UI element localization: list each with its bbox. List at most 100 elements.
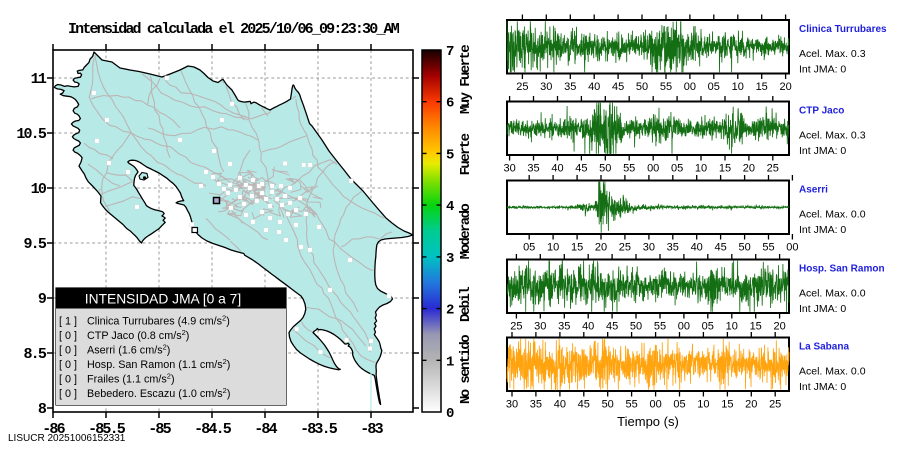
svg-text:20: 20 — [745, 399, 757, 411]
svg-text:15: 15 — [721, 399, 733, 411]
svg-text:-84: -84 — [254, 421, 277, 438]
svg-text:INTENSIDAD JMA [0 a 7]: INTENSIDAD JMA [0 a 7] — [85, 292, 241, 307]
svg-text:20: 20 — [779, 81, 791, 93]
svg-text:4: 4 — [446, 199, 454, 215]
svg-text:Int JMA: 0: Int JMA: 0 — [799, 224, 846, 236]
svg-text:10.5: 10.5 — [16, 126, 47, 143]
svg-text:7: 7 — [446, 44, 454, 60]
svg-text:30: 30 — [540, 81, 552, 93]
svg-text:11: 11 — [31, 71, 47, 88]
svg-text:25: 25 — [516, 81, 528, 93]
svg-text:25: 25 — [769, 399, 781, 411]
svg-text:Hosp. San Ramon: Hosp. San Ramon — [799, 264, 885, 275]
svg-text:40: 40 — [551, 163, 563, 175]
svg-text:Int JMA: 0: Int JMA: 0 — [799, 145, 846, 157]
svg-text:Hosp. San Ramon (1.1 cm/s2): Hosp. San Ramon (1.1 cm/s2) — [87, 357, 230, 371]
svg-text:45: 45 — [606, 321, 618, 333]
svg-text:05: 05 — [708, 81, 720, 93]
svg-text:50: 50 — [602, 399, 614, 411]
svg-text:[ 0 ]: [ 0 ] — [59, 359, 77, 371]
svg-text:25: 25 — [767, 163, 779, 175]
svg-text:-84.5: -84.5 — [194, 421, 232, 438]
svg-text:-86: -86 — [42, 421, 65, 438]
svg-text:05: 05 — [671, 163, 683, 175]
svg-text:3: 3 — [446, 251, 454, 267]
svg-text:00: 00 — [684, 81, 696, 93]
svg-text:55: 55 — [625, 399, 637, 411]
svg-text:Clinica Turrubares (4.9 cm/s2): Clinica Turrubares (4.9 cm/s2) — [87, 314, 230, 328]
svg-text:50: 50 — [599, 163, 611, 175]
svg-text:Tiempo (s): Tiempo (s) — [617, 414, 679, 429]
svg-text:05: 05 — [702, 321, 714, 333]
svg-text:LISUCR 20251006152331: LISUCR 20251006152331 — [8, 433, 126, 444]
svg-text:Aserri: Aserri — [799, 185, 828, 196]
svg-text:25: 25 — [619, 242, 631, 254]
svg-text:10: 10 — [732, 81, 744, 93]
svg-text:[ 0 ]: [ 0 ] — [59, 345, 77, 357]
svg-text:Int JMA: 0: Int JMA: 0 — [799, 64, 846, 76]
svg-text:[ 0 ]: [ 0 ] — [59, 374, 77, 386]
svg-text:55: 55 — [660, 81, 672, 93]
svg-text:05: 05 — [523, 242, 535, 254]
svg-text:10: 10 — [697, 399, 709, 411]
svg-text:Acel. Max. 0.3: Acel. Max. 0.3 — [799, 48, 866, 60]
svg-text:10: 10 — [695, 163, 707, 175]
svg-text:15: 15 — [719, 163, 731, 175]
svg-text:La Sabana: La Sabana — [799, 342, 849, 353]
svg-text:35: 35 — [530, 399, 542, 411]
svg-text:40: 40 — [588, 81, 600, 93]
svg-text:Acel. Max. 0.3: Acel. Max. 0.3 — [799, 130, 866, 142]
svg-text:45: 45 — [714, 242, 726, 254]
svg-text:30: 30 — [534, 321, 546, 333]
svg-text:55: 55 — [654, 321, 666, 333]
svg-text:00: 00 — [678, 321, 690, 333]
svg-text:30: 30 — [643, 242, 655, 254]
svg-text:00: 00 — [649, 399, 661, 411]
svg-text:35: 35 — [527, 163, 539, 175]
svg-text:Aserri (1.6 cm/s2): Aserri (1.6 cm/s2) — [87, 343, 170, 357]
svg-text:[ 1 ]: [ 1 ] — [59, 316, 77, 328]
svg-text:20: 20 — [773, 321, 785, 333]
svg-text:CTP Jaco (0.8 cm/s2): CTP Jaco (0.8 cm/s2) — [87, 328, 189, 342]
svg-text:40: 40 — [582, 321, 594, 333]
svg-text:45: 45 — [612, 81, 624, 93]
svg-text:20: 20 — [743, 163, 755, 175]
svg-text:30: 30 — [503, 163, 515, 175]
svg-text:6: 6 — [446, 96, 454, 112]
svg-text:50: 50 — [738, 242, 750, 254]
svg-text:CTP Jaco: CTP Jaco — [799, 106, 844, 117]
svg-text:35: 35 — [564, 81, 576, 93]
svg-text:55: 55 — [623, 163, 635, 175]
svg-text:8.5: 8.5 — [23, 346, 46, 363]
svg-text:-83: -83 — [360, 421, 383, 438]
svg-text:Clinica Turrubares: Clinica Turrubares — [799, 24, 887, 35]
svg-text:Intensidad calculada el 2025/1: Intensidad calculada el 2025/10/06_09:23… — [68, 21, 400, 38]
svg-text:25: 25 — [510, 321, 522, 333]
svg-text:55: 55 — [762, 242, 774, 254]
svg-text:10: 10 — [726, 321, 738, 333]
svg-text:50: 50 — [630, 321, 642, 333]
svg-text:40: 40 — [554, 399, 566, 411]
svg-text:20: 20 — [595, 242, 607, 254]
svg-text:00: 00 — [786, 242, 798, 254]
svg-text:Acel. Max. 0.0: Acel. Max. 0.0 — [799, 288, 866, 300]
svg-text:9: 9 — [38, 291, 47, 308]
svg-text:45: 45 — [575, 163, 587, 175]
svg-text:00: 00 — [647, 163, 659, 175]
svg-text:Fuerte: Fuerte — [458, 133, 474, 175]
svg-text:Muy Fuerte: Muy Fuerte — [458, 45, 474, 114]
svg-text:Acel. Max. 0.0: Acel. Max. 0.0 — [799, 209, 866, 221]
svg-text:Acel. Max. 0.0: Acel. Max. 0.0 — [799, 366, 866, 378]
svg-text:1: 1 — [446, 354, 454, 370]
svg-text:Debil: Debil — [458, 287, 474, 322]
svg-text:-85: -85 — [148, 421, 171, 438]
svg-text:10: 10 — [547, 242, 559, 254]
svg-text:35: 35 — [558, 321, 570, 333]
svg-text:9.5: 9.5 — [23, 236, 46, 253]
svg-text:15: 15 — [750, 321, 762, 333]
svg-text:Frailes (1.1 cm/s2): Frailes (1.1 cm/s2) — [87, 372, 175, 386]
svg-text:15: 15 — [756, 81, 768, 93]
svg-text:40: 40 — [691, 242, 703, 254]
svg-text:No sentido: No sentido — [458, 335, 474, 404]
svg-text:05: 05 — [673, 399, 685, 411]
